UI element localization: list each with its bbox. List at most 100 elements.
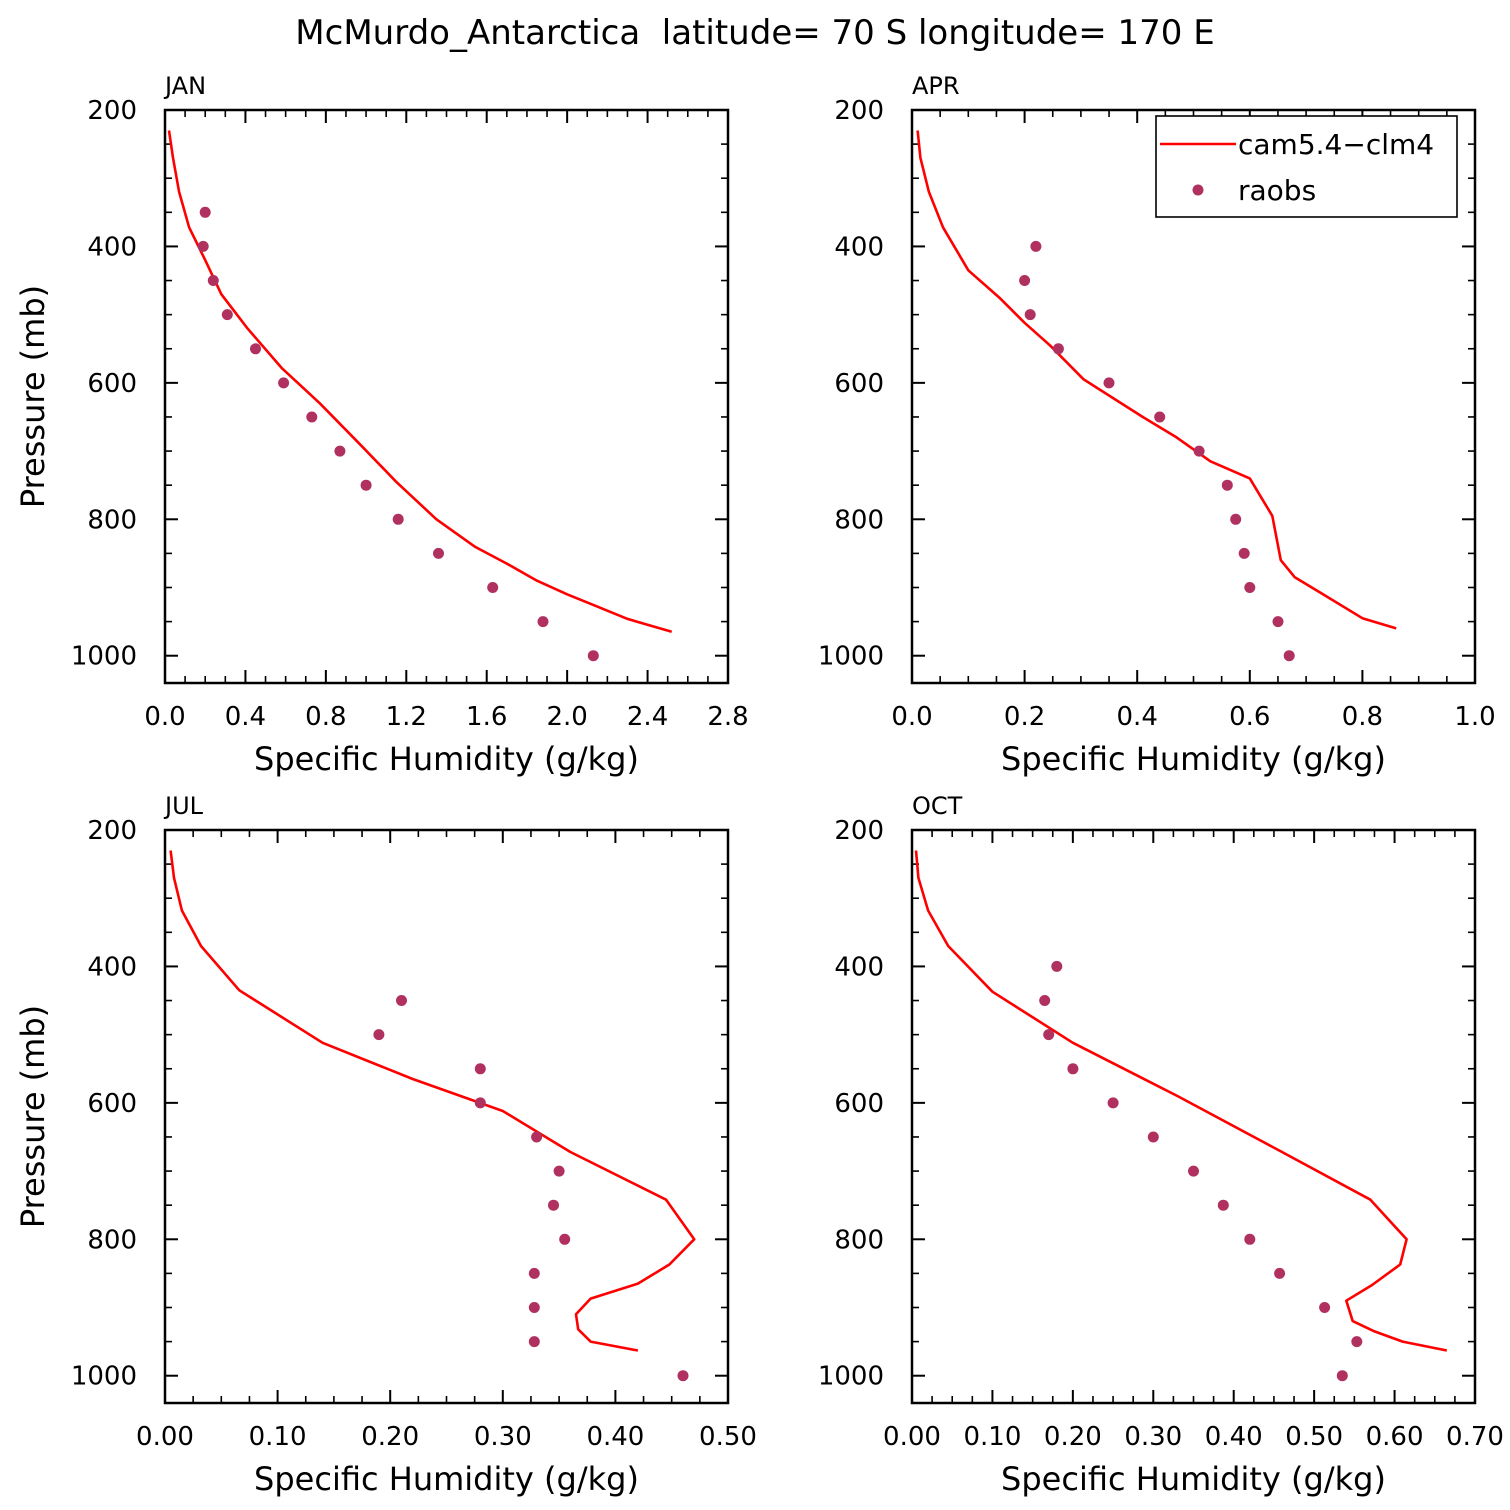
panel-title: JAN [163, 72, 206, 100]
x-tick-label: 0.70 [1446, 1422, 1504, 1452]
obs-point [1043, 1029, 1055, 1041]
obs-point [1272, 616, 1284, 628]
obs-point [528, 1336, 540, 1348]
x-axis-label: Specific Humidity (g/kg) [1001, 1460, 1386, 1498]
y-tick-label: 1000 [818, 642, 884, 672]
legend-label-model: cam5.4−clm4 [1238, 128, 1434, 161]
panel-title: JUL [163, 792, 204, 820]
obs-point [392, 513, 404, 525]
x-tick-label: 0.40 [586, 1422, 644, 1452]
y-tick-label: 800 [834, 505, 884, 535]
x-tick-label: 0.40 [1205, 1422, 1263, 1452]
obs-point [197, 240, 209, 252]
obs-point [1154, 411, 1166, 423]
model-line [916, 130, 1397, 630]
obs-point [1230, 513, 1242, 525]
y-tick-label: 200 [834, 816, 884, 846]
obs-point [199, 206, 211, 218]
x-tick-label: 0.00 [883, 1422, 941, 1452]
legend-marker-swatch [1192, 184, 1204, 196]
x-tick-label: 1.6 [466, 702, 507, 732]
x-tick-label: 0.30 [1124, 1422, 1182, 1452]
x-tick-label: 2.8 [707, 702, 748, 732]
obs-point [396, 995, 407, 1006]
obs-point [528, 1267, 540, 1279]
obs-point [474, 1063, 486, 1075]
obs-point [1221, 479, 1233, 491]
x-tick-label: 0.20 [1044, 1422, 1102, 1452]
x-tick-label: 0.4 [1117, 702, 1158, 732]
y-tick-label: 600 [834, 369, 884, 399]
y-tick-label: 1000 [71, 1362, 137, 1392]
model-line [167, 130, 673, 634]
y-tick-label: 200 [87, 96, 137, 126]
y-tick-label: 200 [87, 816, 137, 846]
obs-point [553, 1165, 565, 1177]
plot-frame [910, 828, 1477, 1405]
obs-point [559, 1233, 571, 1245]
obs-point [1103, 377, 1115, 389]
obs-point [1030, 240, 1042, 252]
y-tick-label: 600 [87, 369, 137, 399]
x-axis-label: Specific Humidity (g/kg) [254, 740, 639, 778]
panel-jan: 0.0 0.4 0.8 1.2 1.6 2.0 2.4 2.8 200 400 600 800 1000… [14, 72, 749, 778]
obs-point [250, 343, 261, 355]
obs-point [528, 1302, 540, 1313]
obs-point [1193, 445, 1205, 457]
obs-point [487, 582, 499, 593]
x-tick-label: 0.50 [699, 1422, 757, 1452]
obs-point [1039, 995, 1051, 1006]
obs-point [1107, 1097, 1119, 1109]
panel-apr: 0.0 0.2 0.4 0.6 0.8 1.0 200 400 600 800 1000 APR Spe… [818, 72, 1496, 778]
obs-point [677, 1370, 689, 1382]
obs-point [1238, 547, 1250, 559]
legend-box [1155, 115, 1458, 218]
x-axis-label: Specific Humidity (g/kg) [1001, 740, 1386, 778]
x-tick-label: 0.4 [225, 702, 266, 732]
obs-point [373, 1029, 385, 1041]
y-tick-label: 800 [87, 505, 137, 535]
x-tick-label: 1.2 [386, 702, 427, 732]
x-tick-label: 0.10 [249, 1422, 307, 1452]
obs-point [474, 1097, 486, 1109]
y-tick-label: 400 [87, 952, 137, 982]
obs-point [548, 1199, 559, 1211]
obs-point [334, 445, 346, 457]
y-tick-label: 400 [834, 232, 884, 262]
y-tick-label: 800 [834, 1225, 884, 1255]
obs-point [278, 377, 290, 389]
plot-frame [163, 828, 730, 1405]
x-axis-label: Specific Humidity (g/kg) [254, 1460, 639, 1498]
obs-point [1019, 275, 1031, 286]
y-tick-label: 200 [834, 96, 884, 126]
panel-title: OCT [912, 792, 963, 820]
legend-label-obs: raobs [1238, 174, 1316, 207]
obs-point [1351, 1336, 1363, 1348]
obs-point [1283, 650, 1295, 662]
obs-point [1067, 1063, 1079, 1075]
x-tick-label: 0.8 [1342, 702, 1383, 732]
obs-point [587, 650, 599, 662]
x-tick-label: 0.60 [1366, 1422, 1424, 1452]
y-tick-label: 600 [87, 1089, 137, 1119]
obs-point [531, 1131, 543, 1143]
x-tick-label: 0.6 [1229, 702, 1270, 732]
obs-point [1217, 1199, 1229, 1211]
obs-point [1336, 1370, 1348, 1382]
y-tick-label: 1000 [818, 1362, 884, 1392]
panel-jul: 0.00 0.10 0.20 0.30 0.40 0.50 200 400 600 800 1000… [14, 792, 757, 1498]
x-tick-label: 2.4 [627, 702, 668, 732]
obs-point [1147, 1131, 1159, 1143]
obs-point [1024, 309, 1036, 321]
legend: cam5.4−clm4 raobs [1155, 115, 1458, 218]
x-tick-label: 0.30 [474, 1422, 532, 1452]
y-tick-label: 800 [87, 1225, 137, 1255]
panel-title: APR [912, 72, 960, 100]
x-tick-label: 0.10 [963, 1422, 1021, 1452]
y-tick-label: 400 [87, 232, 137, 262]
x-tick-label: 0.00 [136, 1422, 194, 1452]
x-tick-label: 0.20 [361, 1422, 419, 1452]
x-tick-label: 0.0 [144, 702, 185, 732]
obs-point [360, 479, 372, 491]
